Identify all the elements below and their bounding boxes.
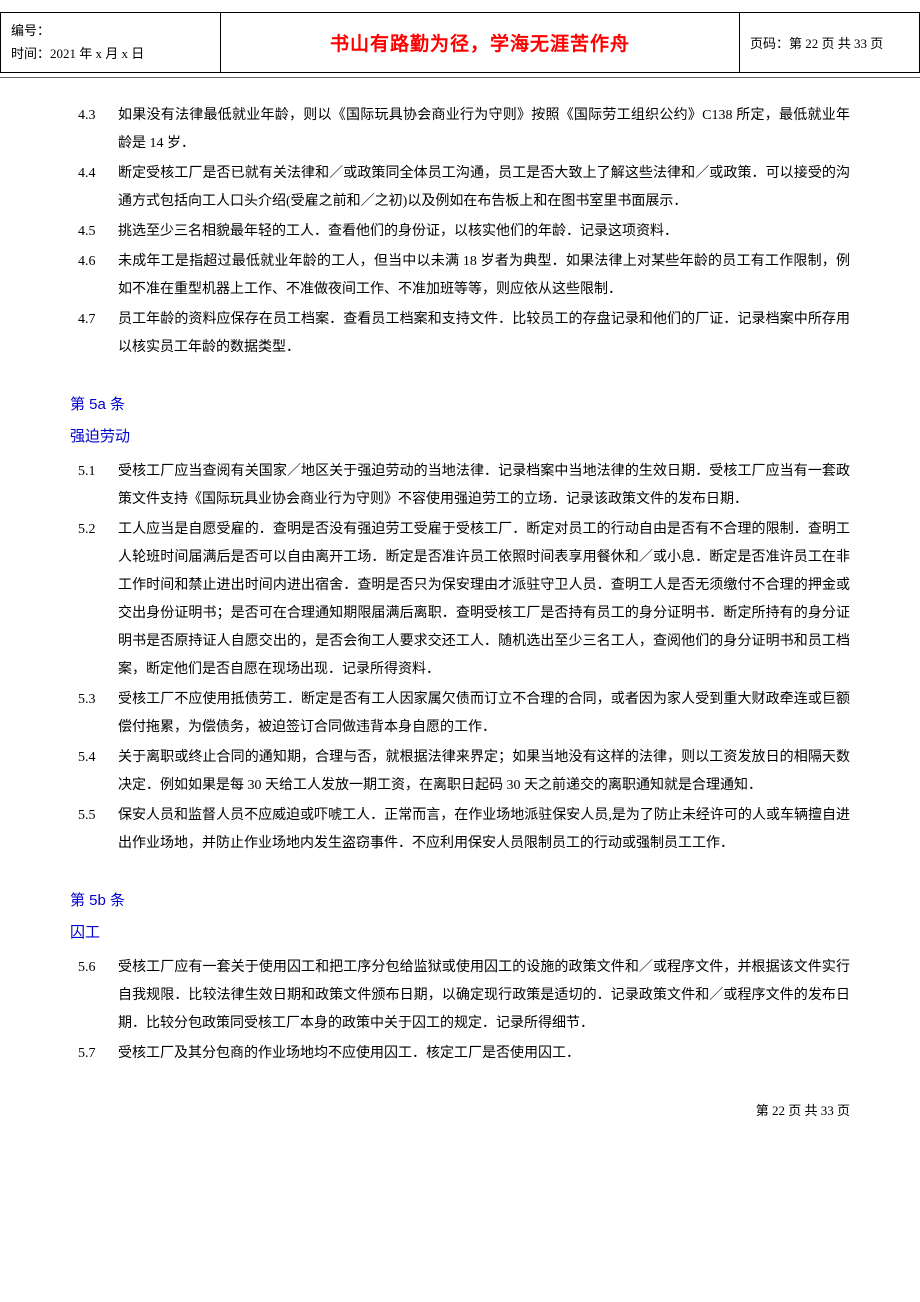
header-table: 编号： 时间：2021 年 x 月 x 日 书山有路勤为径，学海无涯苦作舟 页码… bbox=[0, 12, 920, 73]
item-text: 断定受核工厂是否已就有关法律和／或政策同全体员工沟通，员工是否大致上了解这些法律… bbox=[118, 160, 850, 216]
item-number: 4.6 bbox=[70, 248, 118, 304]
section-5a-title: 第 5a 条 bbox=[70, 390, 850, 420]
item-number: 4.5 bbox=[70, 218, 118, 246]
item-number: 4.4 bbox=[70, 160, 118, 216]
block1-list: 4.3 如果没有法律最低就业年龄，则以《国际玩具协会商业行为守则》按照《国际劳工… bbox=[70, 102, 850, 362]
footer-page-number: 第 22 页 共 33 页 bbox=[0, 1070, 920, 1119]
item-text: 受核工厂应当查阅有关国家／地区关于强迫劳动的当地法律．记录档案中当地法律的生效日… bbox=[118, 458, 850, 514]
item-text: 关于离职或终止合同的通知期，合理与否，就根据法律来界定；如果当地没有这样的法律，… bbox=[118, 744, 850, 800]
header-serial-label: 编号： bbox=[11, 23, 50, 38]
item-number: 5.3 bbox=[70, 686, 118, 742]
section-5b-title: 第 5b 条 bbox=[70, 886, 850, 916]
list-item: 4.4 断定受核工厂是否已就有关法律和／或政策同全体员工沟通，员工是否大致上了解… bbox=[70, 160, 850, 216]
list-item: 5.4 关于离职或终止合同的通知期，合理与否，就根据法律来界定；如果当地没有这样… bbox=[70, 744, 850, 800]
item-text: 挑选至少三名相貌最年轻的工人．查看他们的身份证，以核实他们的年龄．记录这项资料． bbox=[118, 218, 850, 246]
page-container: 编号： 时间：2021 年 x 月 x 日 书山有路勤为径，学海无涯苦作舟 页码… bbox=[0, 12, 920, 1159]
item-text: 受核工厂不应使用抵债劳工．断定是否有工人因家属欠债而订立不合理的合同，或者因为家… bbox=[118, 686, 850, 742]
item-number: 5.6 bbox=[70, 954, 118, 1038]
header-motto: 书山有路勤为径，学海无涯苦作舟 bbox=[221, 13, 740, 73]
section-5a-list: 5.1 受核工厂应当查阅有关国家／地区关于强迫劳动的当地法律．记录档案中当地法律… bbox=[70, 458, 850, 858]
header-date-label: 时间： bbox=[11, 46, 50, 61]
header-right-cell: 页码：第 22 页 共 33 页 bbox=[740, 13, 920, 73]
header-page-value: 第 22 页 共 33 页 bbox=[789, 36, 883, 51]
list-item: 4.5 挑选至少三名相貌最年轻的工人．查看他们的身份证，以核实他们的年龄．记录这… bbox=[70, 218, 850, 246]
item-text: 保安人员和监督人员不应威迫或吓唬工人．正常而言，在作业场地派驻保安人员,是为了防… bbox=[118, 802, 850, 858]
list-item: 5.3 受核工厂不应使用抵债劳工．断定是否有工人因家属欠债而订立不合理的合同，或… bbox=[70, 686, 850, 742]
list-item: 4.7 员工年龄的资料应保存在员工档案．查看员工档案和支持文件．比较员工的存盘记… bbox=[70, 306, 850, 362]
list-item: 4.6 未成年工是指超过最低就业年龄的工人，但当中以未满 18 岁者为典型．如果… bbox=[70, 248, 850, 304]
content-area: 4.3 如果没有法律最低就业年龄，则以《国际玩具协会商业行为守则》按照《国际劳工… bbox=[0, 78, 920, 1068]
item-text: 受核工厂及其分包商的作业场地均不应使用囚工．核定工厂是否使用囚工． bbox=[118, 1040, 850, 1068]
list-item: 5.7 受核工厂及其分包商的作业场地均不应使用囚工．核定工厂是否使用囚工． bbox=[70, 1040, 850, 1068]
item-number: 5.4 bbox=[70, 744, 118, 800]
header-serial-line: 编号： bbox=[11, 19, 210, 42]
section-5b-subtitle: 囚工 bbox=[70, 918, 850, 948]
item-number: 5.1 bbox=[70, 458, 118, 514]
item-text: 如果没有法律最低就业年龄，则以《国际玩具协会商业行为守则》按照《国际劳工组织公约… bbox=[118, 102, 850, 158]
item-number: 5.7 bbox=[70, 1040, 118, 1068]
item-text: 员工年龄的资料应保存在员工档案．查看员工档案和支持文件．比较员工的存盘记录和他们… bbox=[118, 306, 850, 362]
item-number: 5.5 bbox=[70, 802, 118, 858]
header-date-line: 时间：2021 年 x 月 x 日 bbox=[11, 42, 210, 65]
item-number: 4.7 bbox=[70, 306, 118, 362]
section-5a-subtitle: 强迫劳动 bbox=[70, 422, 850, 452]
list-item: 4.3 如果没有法律最低就业年龄，则以《国际玩具协会商业行为守则》按照《国际劳工… bbox=[70, 102, 850, 158]
header-date-value: 2021 年 x 月 x 日 bbox=[50, 46, 144, 61]
section-5b-list: 5.6 受核工厂应有一套关于使用囚工和把工序分包给监狱或使用囚工的设施的政策文件… bbox=[70, 954, 850, 1068]
item-text: 受核工厂应有一套关于使用囚工和把工序分包给监狱或使用囚工的设施的政策文件和／或程… bbox=[118, 954, 850, 1038]
list-item: 5.2 工人应当是自愿受雇的．查明是否没有强迫劳工受雇于受核工厂．断定对员工的行… bbox=[70, 516, 850, 684]
list-item: 5.1 受核工厂应当查阅有关国家／地区关于强迫劳动的当地法律．记录档案中当地法律… bbox=[70, 458, 850, 514]
header-left-cell: 编号： 时间：2021 年 x 月 x 日 bbox=[1, 13, 221, 73]
list-item: 5.5 保安人员和监督人员不应威迫或吓唬工人．正常而言，在作业场地派驻保安人员,… bbox=[70, 802, 850, 858]
item-text: 工人应当是自愿受雇的．查明是否没有强迫劳工受雇于受核工厂．断定对员工的行动自由是… bbox=[118, 516, 850, 684]
item-text: 未成年工是指超过最低就业年龄的工人，但当中以未满 18 岁者为典型．如果法律上对… bbox=[118, 248, 850, 304]
header-page-label: 页码： bbox=[750, 36, 789, 51]
item-number: 5.2 bbox=[70, 516, 118, 684]
list-item: 5.6 受核工厂应有一套关于使用囚工和把工序分包给监狱或使用囚工的设施的政策文件… bbox=[70, 954, 850, 1038]
item-number: 4.3 bbox=[70, 102, 118, 158]
